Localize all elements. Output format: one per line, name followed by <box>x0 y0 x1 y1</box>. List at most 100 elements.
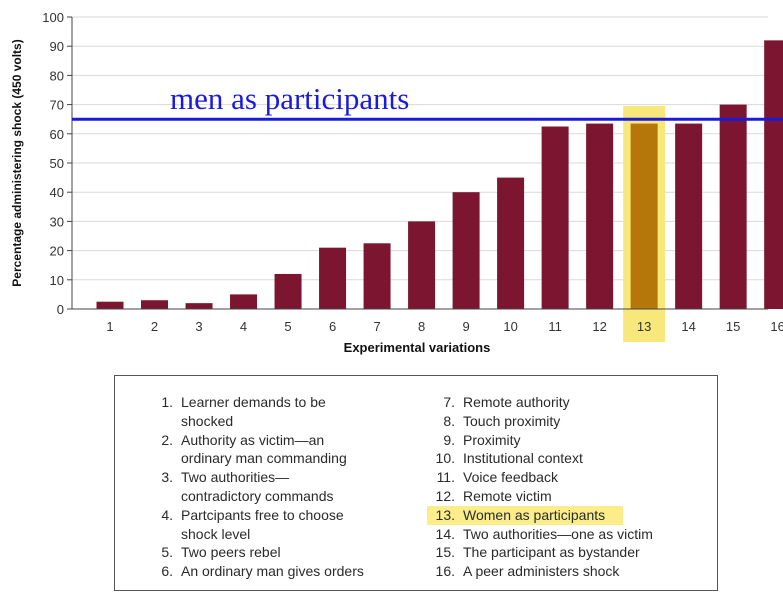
x-axis-title: Experimental variations <box>344 340 491 355</box>
legend-item-number: 7. <box>443 394 455 410</box>
legend-item: 8. Touch proximity <box>427 412 707 431</box>
legend-item-number <box>145 449 181 468</box>
legend-item-text: Authority as victim—an <box>181 431 325 448</box>
x-tick-label: 5 <box>284 319 291 334</box>
y-tick-label: 30 <box>50 214 64 229</box>
x-tick-label: 2 <box>151 319 158 334</box>
legend-item: 2. Authority as victim—an <box>145 431 395 450</box>
legend-item-text: Touch proximity <box>463 412 561 429</box>
legend-item: 15. The participant as bystander <box>427 543 707 562</box>
legend-item: 9. Proximity <box>427 431 707 450</box>
bar-4 <box>230 294 258 309</box>
legend-item-number: 9. <box>443 431 455 448</box>
legend-column-right: 7. Remote authority 8. Touch proximity 9. Pro… <box>427 393 707 581</box>
x-tick-label: 9 <box>462 319 469 334</box>
legend-item-number <box>145 487 181 506</box>
legend-item-number: 15. <box>435 544 455 561</box>
legend-item-text: Remote authority <box>463 394 570 410</box>
legend-item: shocked <box>145 412 395 431</box>
x-tick-label: 12 <box>592 319 606 334</box>
y-tick-label: 80 <box>50 68 64 83</box>
bar-3 <box>185 303 213 309</box>
bar-16 <box>764 40 783 310</box>
legend-item-number: 3. <box>161 469 173 486</box>
legend-item: 7. Remote authority <box>427 393 707 412</box>
legend-item: 12. Remote victim <box>427 487 707 506</box>
legend-item-text: shocked <box>181 412 234 429</box>
legend-item-number: 6. <box>161 563 173 580</box>
legend-item: 10. Institutional context <box>427 449 707 468</box>
legend-item-text: Learner demands to be <box>181 394 326 410</box>
legend-item-text: contradictory commands <box>181 487 334 504</box>
legend-item-number: 16. <box>435 563 455 580</box>
legend-item: contradictory commands <box>145 487 395 506</box>
y-tick-label: 50 <box>50 156 64 171</box>
legend-item-text: shock level <box>181 525 251 542</box>
x-tick-label: 6 <box>329 319 336 334</box>
legend-item-number: 13. <box>427 505 463 525</box>
legend-item: 4. Partcipants free to choose <box>145 506 395 525</box>
bar-15 <box>719 104 747 309</box>
legend-column-left: 1. Learner demands to be shocked 2. Authorit… <box>145 393 395 581</box>
legend-item: 16. A peer administers shock <box>427 562 707 581</box>
bar-7 <box>363 243 391 309</box>
bar-13 <box>630 123 658 309</box>
bar-8 <box>408 221 436 309</box>
bar-2 <box>141 300 169 309</box>
bar-6 <box>319 247 347 309</box>
legend-item-text: Partcipants free to choose <box>181 506 344 523</box>
bars <box>96 40 783 342</box>
bar-9 <box>452 192 480 309</box>
legend-item-text: A peer administers shock <box>463 563 620 580</box>
y-axis-title: Percentage administering shock (450 volt… <box>10 39 24 286</box>
legend-item-text: Institutional context <box>463 450 583 467</box>
bar-14 <box>675 123 703 309</box>
legend-box: 1. Learner demands to be shocked 2. Authorit… <box>114 375 718 591</box>
x-tick-label: 15 <box>726 319 740 334</box>
y-tick-label: 10 <box>50 273 64 288</box>
legend-item-text: The participant as bystander <box>463 544 640 561</box>
legend-item-text: Two authorities— <box>181 469 290 486</box>
legend-item-number: 1. <box>161 394 173 410</box>
legend-item-text: ordinary man commanding <box>181 450 347 467</box>
legend-item-number <box>145 412 181 431</box>
y-tick-label: 70 <box>50 98 64 113</box>
x-tick-label: 4 <box>240 319 247 334</box>
bar-5 <box>274 273 302 309</box>
legend-item-number: 10. <box>435 450 455 467</box>
legend-item-number: 2. <box>161 431 173 448</box>
bar-10 <box>497 177 525 309</box>
y-tick-label: 40 <box>50 185 64 200</box>
x-tick-labels: 1 2 3 4 5 6 7 8 9 10 11 12 13 14 15 16 <box>106 319 783 334</box>
legend-item-text: An ordinary man gives orders <box>181 563 364 580</box>
reference-line-label: men as participants <box>170 81 409 116</box>
legend-item: 14. Two authorities—one as victim <box>427 525 707 544</box>
x-tick-label: 1 <box>106 319 113 334</box>
y-tick-label: 100 <box>42 10 64 25</box>
legend-item-number: 14. <box>435 525 455 542</box>
bar-1 <box>96 301 124 309</box>
y-tick-label: 60 <box>50 127 64 142</box>
legend-item: 13. Women as participants <box>427 505 623 525</box>
legend-item-number: 4. <box>161 506 173 523</box>
bar-12 <box>586 123 614 309</box>
legend-item-number: 5. <box>161 544 173 561</box>
legend-item: 5. Two peers rebel <box>145 543 395 562</box>
legend-item-number: 8. <box>443 412 455 429</box>
legend-item-text: Voice feedback <box>463 469 558 486</box>
legend-item-text: Women as participants <box>463 505 623 525</box>
legend-item: 3. Two authorities— <box>145 468 395 487</box>
x-tick-label: 14 <box>681 319 695 334</box>
y-tick-label: 90 <box>50 39 64 54</box>
legend-item-text: Proximity <box>463 431 521 448</box>
x-tick-label: 8 <box>418 319 425 334</box>
legend-item: 1. Learner demands to be <box>145 393 395 412</box>
legend-item: shock level <box>145 525 395 544</box>
x-tick-label: 13 <box>637 319 651 334</box>
y-tick-labels: 0 10 20 30 40 50 60 70 80 90 100 <box>42 10 64 317</box>
y-tick-label: 0 <box>57 302 64 317</box>
legend-item: 11. Voice feedback <box>427 468 707 487</box>
legend-item-text: Two authorities—one as victim <box>463 525 653 542</box>
legend-item-text: Two peers rebel <box>181 544 281 561</box>
